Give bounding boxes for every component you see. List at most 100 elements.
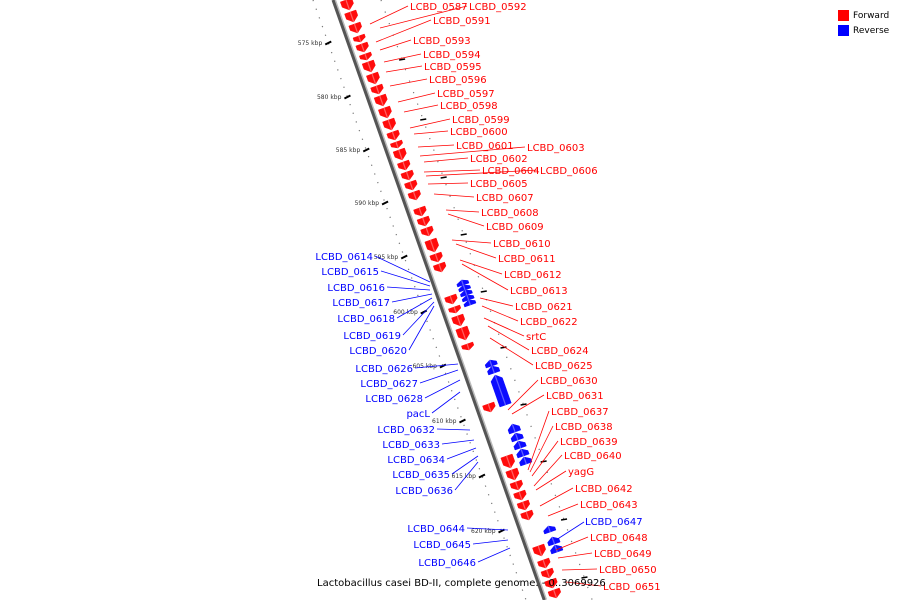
reverse-gene-label: LCBD_0634 <box>387 455 445 466</box>
reverse-label-connector <box>402 301 435 336</box>
reverse-label-connector <box>408 305 435 351</box>
forward-gene-arrow <box>382 117 397 131</box>
tick-mark <box>362 147 370 153</box>
forward-gene-arrow <box>361 59 376 73</box>
forward-label-connector <box>385 65 423 73</box>
tick-mark <box>381 200 389 206</box>
reverse-gene-label: LCBD_0627 <box>360 379 418 390</box>
forward-label-connector <box>531 440 559 477</box>
gene-highlight <box>402 161 407 171</box>
forward-label-connector <box>459 259 503 275</box>
gene-highlight <box>391 131 396 141</box>
gene-highlight <box>522 501 527 511</box>
gene-highlight <box>405 171 410 181</box>
gene-highlight <box>468 299 471 306</box>
forward-gene-arrow <box>461 341 475 351</box>
forward-gene-arrow <box>413 205 427 217</box>
reverse-gene-arrow <box>507 423 522 435</box>
forward-gene-label: LCBD_0640 <box>564 451 622 462</box>
forward-gene-label: LCBD_0651 <box>603 582 661 593</box>
forward-gene-label: LCBD_0639 <box>560 437 618 448</box>
gene-highlight <box>413 191 417 201</box>
forward-label-connector <box>511 394 545 415</box>
forward-gene-label: LCBD_0602 <box>470 154 528 165</box>
tick-mark <box>478 473 486 479</box>
forward-gene-label: LCBD_0609 <box>486 222 544 233</box>
forward-gene-arrow <box>547 587 562 599</box>
forward-label-connector <box>427 182 469 185</box>
legend-label-reverse: Reverse <box>853 25 890 36</box>
forward-gene-label: yagG <box>568 467 594 478</box>
reverse-gene-label: LCBD_0645 <box>413 540 471 551</box>
tick-label: 620 kbp <box>471 528 496 535</box>
reverse-label-connector <box>446 447 477 460</box>
forward-gene-arrow <box>482 401 496 413</box>
forward-label-connector <box>379 5 468 29</box>
gene-highlight <box>520 448 525 457</box>
gene-highlight <box>517 440 522 449</box>
forward-swatch <box>838 10 849 21</box>
forward-gene-label: LCBD_0598 <box>440 101 498 112</box>
gene-highlight <box>409 181 414 191</box>
forward-gene-arrow <box>537 557 551 569</box>
forward-gene-label: LCBD_0622 <box>520 317 578 328</box>
forward-label-connector <box>447 213 485 227</box>
reverse-label-connector <box>466 527 509 531</box>
boundary-mark <box>581 576 588 579</box>
gene-highlight <box>546 569 551 579</box>
forward-label-connector <box>451 239 492 244</box>
forward-gene-label: LCBD_0637 <box>551 407 609 418</box>
reverse-label-connector <box>391 293 433 303</box>
forward-label-connector <box>507 379 539 411</box>
tick-label: 605 kbp <box>412 363 437 370</box>
forward-label-connector <box>487 325 530 351</box>
forward-gene-label: LCBD_0625 <box>535 361 593 372</box>
forward-label-connector <box>461 263 509 291</box>
gene-highlight <box>549 579 554 589</box>
tick-label: 600 kbp <box>393 309 418 316</box>
gene-highlight <box>429 239 436 253</box>
forward-gene-arrow <box>416 215 431 227</box>
forward-gene-arrow <box>400 169 414 181</box>
reverse-gene-label: LCBD_0635 <box>392 470 450 481</box>
forward-gene-arrow <box>505 467 520 481</box>
gene-highlight <box>371 73 377 85</box>
gene-highlight <box>464 289 468 296</box>
forward-label-connector <box>413 130 449 135</box>
tick-label: 615 kbp <box>452 473 477 480</box>
forward-gene-arrow <box>540 567 554 579</box>
forward-gene-arrow <box>386 129 400 141</box>
gene-highlight <box>349 11 355 23</box>
reverse-swatch <box>838 25 849 36</box>
reverse-gene-label: LCBD_0636 <box>395 486 453 497</box>
forward-gene-arrow <box>390 139 403 149</box>
boundary-mark <box>480 290 487 293</box>
gene-highlight <box>353 23 359 34</box>
forward-label-connector <box>423 157 469 163</box>
forward-gene-arrow <box>432 261 447 273</box>
forward-label-connector <box>529 425 554 473</box>
forward-gene-label: LCBD_0594 <box>423 50 481 61</box>
forward-gene-label: LCBD_0649 <box>594 549 652 560</box>
reverse-gene-arrow <box>487 365 501 376</box>
forward-gene-arrow <box>500 453 516 469</box>
forward-gene-arrow <box>359 51 373 61</box>
forward-gene-label: LCBD_0630 <box>540 376 598 387</box>
forward-label-connector <box>383 53 422 63</box>
reverse-label-connector <box>414 363 459 369</box>
forward-label-connector <box>561 568 598 571</box>
boundary-mark <box>440 176 447 179</box>
reverse-label-connector <box>555 521 585 541</box>
reverse-gene-arrow <box>513 440 527 451</box>
forward-gene-label: LCBD_0605 <box>470 179 528 190</box>
forward-gene-label: LCBD_0608 <box>481 208 539 219</box>
forward-gene-arrow <box>378 105 392 119</box>
forward-gene-label: LCBD_0642 <box>575 484 633 495</box>
tick-mark <box>400 254 408 260</box>
gene-highlight <box>466 343 470 351</box>
gene-highlight <box>551 536 556 545</box>
forward-gene-arrow <box>424 237 439 253</box>
reverse-gene-label: LCBD_0632 <box>377 425 435 436</box>
gene-highlight <box>518 491 523 501</box>
